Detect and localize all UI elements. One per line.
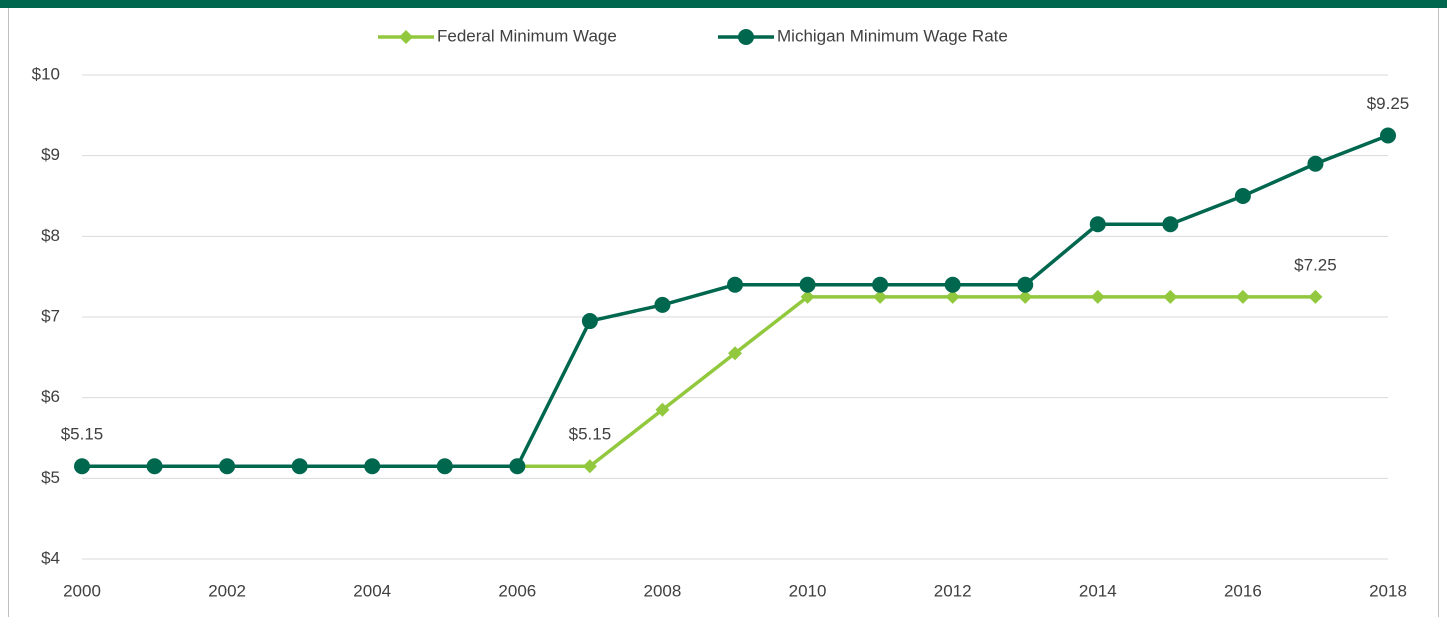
marker	[655, 402, 670, 417]
marker	[74, 458, 90, 475]
marker	[944, 276, 961, 293]
marker	[1234, 188, 1251, 204]
x-tick-label: 2018	[1369, 581, 1407, 600]
x-tick-label: 2008	[644, 581, 682, 600]
x-tick-label: 2012	[934, 581, 972, 600]
x-tick-label: 2016	[1224, 581, 1262, 600]
header-bar	[0, 0, 1447, 8]
marker	[509, 458, 526, 475]
y-tick-label: $8	[41, 226, 60, 245]
marker	[945, 289, 960, 304]
series-line	[82, 133, 1389, 468]
y-tick-label: $4	[41, 548, 60, 567]
marker	[1380, 127, 1396, 144]
x-tick-label: 2004	[353, 581, 391, 600]
x-tick-label: 2010	[789, 581, 827, 600]
y-tick-label: $5	[41, 468, 60, 487]
marker	[799, 276, 816, 293]
marker	[219, 458, 236, 475]
marker	[291, 458, 308, 475]
marker	[728, 346, 742, 361]
data-label: $7.25	[1294, 255, 1337, 274]
marker	[582, 459, 597, 474]
series-line	[82, 295, 1316, 468]
marker	[1235, 289, 1250, 304]
marker	[1018, 289, 1033, 304]
data-label: $5.15	[569, 425, 612, 444]
marker	[1308, 289, 1323, 304]
y-tick-label: $10	[32, 64, 60, 83]
marker	[436, 458, 453, 475]
legend-label: Federal Minimum Wage	[437, 26, 617, 45]
marker	[581, 313, 598, 330]
marker	[146, 458, 163, 475]
marker	[727, 276, 743, 293]
x-tick-label: 2000	[63, 581, 101, 600]
y-tick-label: $7	[41, 306, 60, 325]
marker	[1163, 289, 1178, 304]
marker	[1017, 276, 1034, 293]
x-tick-label: 2006	[498, 581, 536, 600]
y-tick-label: $9	[41, 145, 60, 164]
marker	[1307, 155, 1324, 172]
data-label: $5.15	[61, 425, 104, 444]
marker	[654, 296, 671, 313]
data-label: $9.25	[1367, 94, 1410, 113]
x-tick-label: 2014	[1079, 581, 1117, 600]
marker	[1089, 216, 1106, 233]
marker	[364, 458, 381, 475]
y-tick-label: $6	[41, 387, 60, 406]
marker	[873, 289, 888, 304]
marker	[872, 276, 889, 293]
marker	[1090, 289, 1105, 304]
legend-label: Michigan Minimum Wage Rate	[777, 26, 1008, 45]
legend-marker	[738, 29, 754, 45]
marker	[800, 289, 815, 304]
x-tick-label: 2002	[208, 581, 246, 600]
marker	[1162, 216, 1179, 233]
legend-marker	[399, 30, 413, 44]
